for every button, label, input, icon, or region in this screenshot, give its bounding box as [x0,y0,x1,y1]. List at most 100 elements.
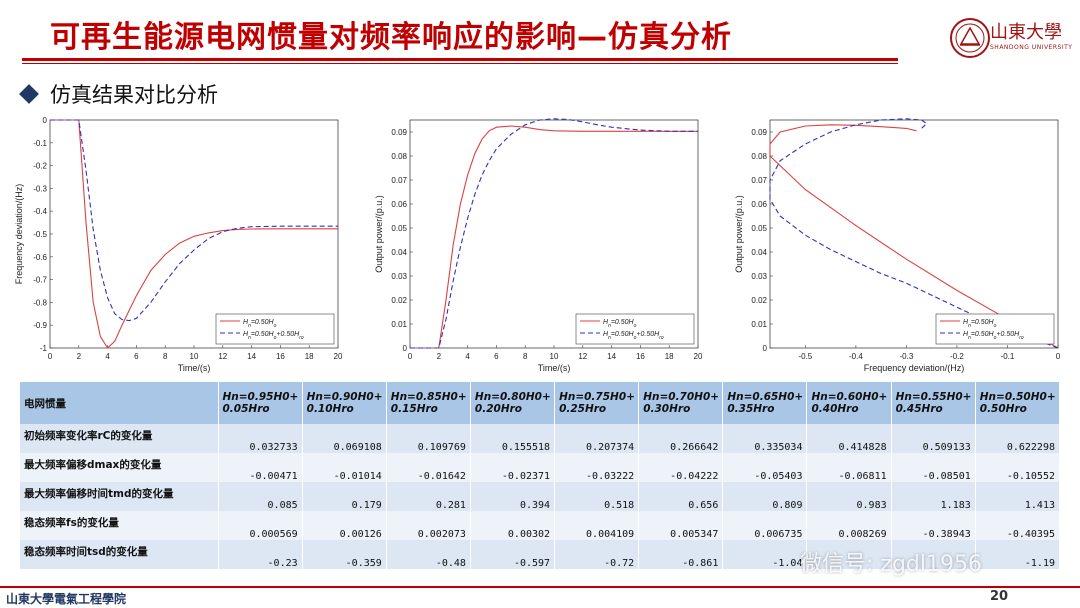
legend-part: =0.50H [251,319,275,326]
legend-part: n [248,335,251,341]
legend-entry: Hn=0.50Ho [603,319,637,329]
table-cell: -0.359 [302,540,387,569]
legend-box [935,313,1055,345]
table-cell: -0.06811 [806,453,892,482]
table-col-header-9: Hn=0.55H0+ 0.45Hro [891,382,976,424]
table-cell [806,540,892,569]
legend-part: +0.50H [276,331,300,338]
legend-part: n [968,323,971,329]
section-subtitle: 仿真结果对比分析 [50,83,218,107]
table-cell: -0.00471 [218,453,303,482]
chart-frequency-vs-time: 0 2 4 6 8 10 12 14 16 18 20 0 -0.1 -0.2 -0.3 -0.4 -0.5 -0… [14,116,343,373]
y-axis-label: Output power/(p.u.) [734,195,744,273]
x-tick-label: 14 [607,352,616,361]
legend-part: ro [1019,335,1024,341]
table-cell: -0.23 [218,540,303,569]
legend-part: o [634,323,637,329]
x-axis-label: Frequency deviation/(Hz) [864,363,965,373]
series-line-1 [50,119,338,349]
y-tick-label: 0.07 [751,176,767,185]
x-tick-label: 8 [163,352,168,361]
legend-part: n [248,323,251,329]
y-tick-label: 0.01 [751,320,767,329]
row-label: 最大频率偏移时间tmd的变化量 [20,482,219,511]
table-col-header-8: Hn=0.60H0+ 0.40Hro [806,382,892,424]
legend-part: o [994,323,997,329]
series-line-2 [410,118,698,349]
table-row: 稳态频率fs的变化量 0.000569 0.00126 0.002073 0.00302… [20,511,1061,540]
plot-frame [409,119,699,349]
title-underline-thin [22,63,898,64]
legend-entry: Hn=0.50Ho [963,319,997,329]
table-cell: 0.006735 [722,511,808,540]
series-line-2 [50,119,338,322]
legend-part: ro [659,335,664,341]
y-tick-label: 0.03 [391,272,407,281]
table-cell: 0.005347 [638,511,724,540]
col-header-line2: 0.30Hro [643,403,691,415]
x-tick-label: 20 [694,352,703,361]
col-header-line2: 0.35Hro [727,403,775,415]
table-cell: -0.597 [470,540,556,569]
y-tick-label: 0.07 [391,176,407,185]
legend-part: H [963,331,969,338]
table-cell: -0.02371 [470,453,556,482]
col-header-line1: Hn=0.90H0+ [306,391,383,403]
wechat-watermark: 微信号: zgdl1956 [800,552,982,577]
table-col-header-4: Hn=0.80H0+ 0.20Hro [470,382,556,424]
legend-part: =0.50H [971,331,995,338]
y-tick-label: 0.03 [751,272,767,281]
y-tick-label: -0.9 [33,321,47,330]
legend-part: H [243,319,249,326]
table-cell: 0.000569 [218,511,303,540]
row-label: 初始频率变化率rC的变化量 [20,424,219,453]
x-tick-label: 18 [305,352,314,361]
y-tick-label: -0.1 [33,139,47,148]
x-axis-label: Time/(s) [178,363,211,373]
plot-frame [49,119,339,349]
x-tick-label: -0.2 [950,352,964,361]
col-header-line2: 0.10Hro [306,403,354,415]
footer-rule [0,586,1080,588]
x-tick-label: 4 [105,352,110,361]
row-label: 稳态频率时间tsd的变化量 [20,540,219,569]
series-line-2 [769,118,1059,349]
row-label: 稳态频率fs的变化量 [20,511,219,540]
table-cell: 0.656 [638,482,724,511]
table-cell: 0.032733 [218,424,303,453]
legend-part: =0.50H [971,319,995,326]
table-cell: 0.983 [806,482,892,511]
y-tick-label: 0.08 [391,152,407,161]
table-col-header-7: Hn=0.65H0+ 0.35Hro [722,382,808,424]
x-tick-label: 10 [190,352,199,361]
table-cell: 0.518 [554,482,640,511]
table-cell: 0.085 [218,482,303,511]
legend-box [575,313,695,345]
footer-school-name: 山東大學電氣工程學院 [6,592,127,606]
legend-part: =0.50H [251,331,275,338]
plot-frame [769,119,1059,349]
chart-power-vs-frequency: -0.5 -0.4 -0.3 -0.2 -0.1 0 0 0.01 0.02 0.03 0.04 0.… [734,118,1061,373]
y-tick-label: 0.06 [751,200,767,209]
y-tick-label: 0.09 [391,128,407,137]
y-tick-label: -1 [40,344,48,353]
table-row: 稳态频率时间tsd的变化量 -0.23 -0.359 -0.48 -0.597 -0.72… [20,540,1061,569]
y-axis-label: Output power/(p.u.) [374,195,384,273]
table-cell: 0.509133 [891,424,976,453]
x-tick-label: 16 [636,352,645,361]
x-tick-label: 14 [247,352,256,361]
x-tick-label: 2 [437,352,442,361]
table-cell: 0.008269 [806,511,892,540]
table-col-header-3: Hn=0.85H0+ 0.15Hro [386,382,471,424]
legend-part: H [603,319,609,326]
row-label: 最大频率偏移dmax的变化量 [20,453,219,482]
col-header-line1: Hn=0.60H0+ [811,391,888,403]
legend-part: =0.50H [611,319,635,326]
y-tick-label: -0.7 [33,276,47,285]
table-cell: -0.38943 [891,511,976,540]
col-header-line2: 0.25Hro [559,403,607,415]
y-tick-label: -0.8 [33,298,47,307]
table-cell: -0.72 [554,540,640,569]
table-cell: -0.08501 [891,453,976,482]
table-cell: -0.48 [386,540,471,569]
